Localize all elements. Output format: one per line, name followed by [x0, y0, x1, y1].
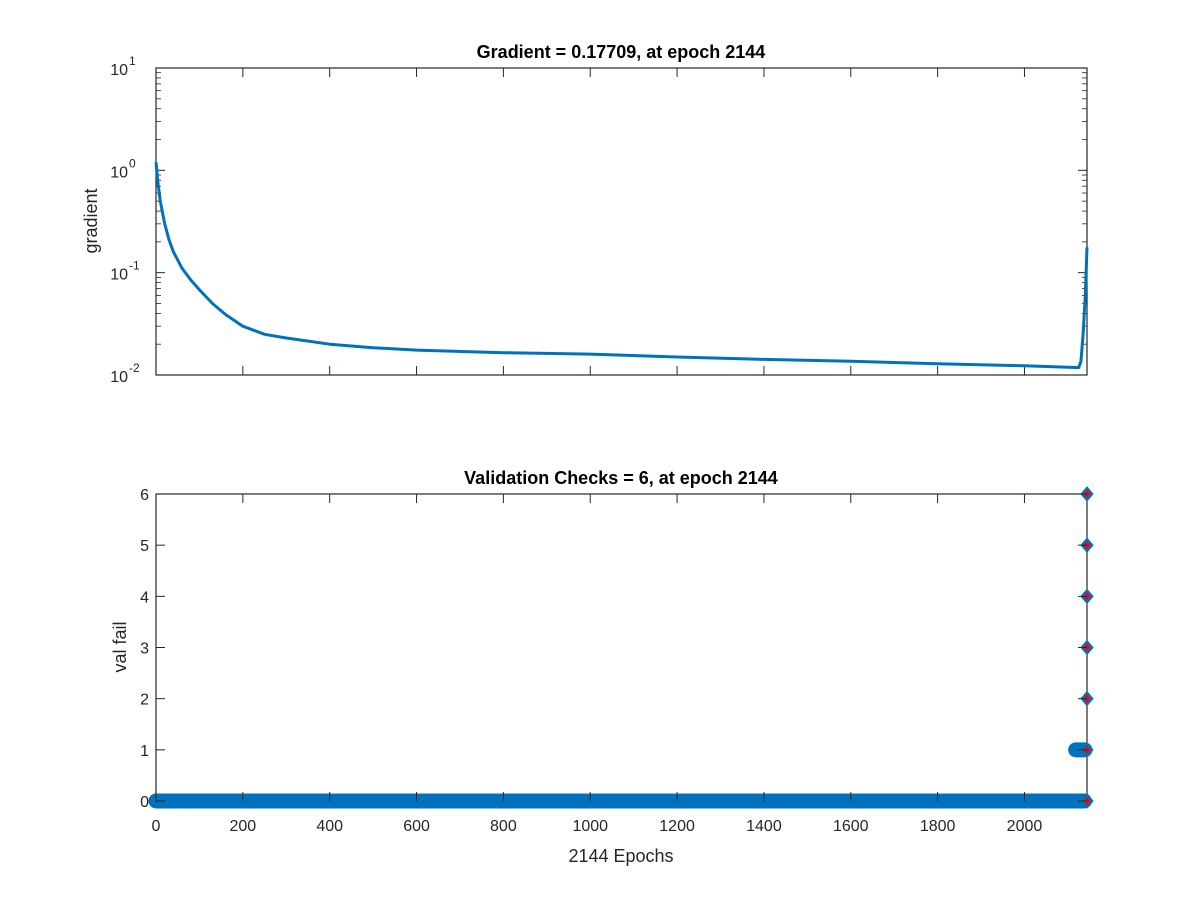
- validation-y-tick-label: 2: [140, 692, 149, 709]
- validation-x-tick-label: 2000: [1007, 818, 1043, 835]
- gradient-series-line: [154, 162, 1089, 370]
- gradient-y-axis-label: gradient: [81, 188, 101, 253]
- validation-x-tick-label: 1800: [920, 818, 956, 835]
- validation-x-tick-label: 1000: [572, 818, 608, 835]
- svg-text:10: 10: [110, 369, 128, 386]
- validation-y-tick-label: 0: [140, 794, 149, 811]
- svg-text:10: 10: [110, 62, 128, 79]
- validation-x-tick-label: 200: [229, 818, 256, 835]
- validation-y-tick-label: 6: [140, 487, 149, 504]
- svg-text:10: 10: [110, 164, 128, 181]
- validation-x-tick-label: 1400: [746, 818, 782, 835]
- validation-x-tick-label: 600: [403, 818, 430, 835]
- validation-x-tick-label: 800: [490, 818, 517, 835]
- svg-text:-2: -2: [129, 361, 140, 375]
- svg-text:1: 1: [129, 54, 136, 68]
- gradient-y-tick-label: 10-1: [110, 259, 140, 284]
- validation-plot-title: Validation Checks = 6, at epoch 2144: [464, 468, 778, 488]
- gradient-plot-frame: [155, 67, 1088, 376]
- validation-x-tick-label: 1200: [659, 818, 695, 835]
- validation-axis-ticks: 0 200 400 600 800 1000 1200 1400 1600 1800 2000 0 1 2…: [140, 487, 1087, 835]
- gradient-axes: Gradient = 0.17709, at epoch 2144 10-210…: [81, 42, 1089, 386]
- validation-x-tick-label: 0: [152, 818, 161, 835]
- gradient-y-tick-label: 10-2: [110, 361, 140, 386]
- gradient-y-tick-label: 101: [110, 54, 136, 79]
- svg-text:0: 0: [129, 156, 136, 170]
- validation-x-axis-label: 2144 Epochs: [568, 846, 673, 866]
- validation-axes: Validation Checks = 6, at epoch 2144 0 20…: [110, 468, 1094, 866]
- validation-y-tick-label: 5: [140, 538, 149, 555]
- validation-plot-frame: [155, 493, 1088, 802]
- gradient-plot-data: [154, 162, 1089, 370]
- validation-y-tick-label: 1: [140, 743, 149, 760]
- svg-text:-1: -1: [129, 259, 140, 273]
- validation-y-tick-label: 3: [140, 641, 149, 658]
- gradient-y-tick-label: 100: [110, 156, 136, 181]
- validation-y-tick-label: 4: [140, 589, 149, 606]
- validation-x-tick-label: 1600: [833, 818, 869, 835]
- gradient-plot-title: Gradient = 0.17709, at epoch 2144: [477, 42, 766, 62]
- svg-text:10: 10: [110, 267, 128, 284]
- validation-y-axis-label: val fail: [110, 621, 130, 672]
- validation-x-tick-label: 400: [316, 818, 343, 835]
